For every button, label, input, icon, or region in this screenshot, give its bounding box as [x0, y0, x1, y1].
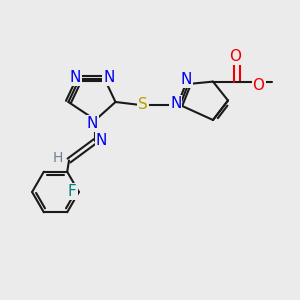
Text: N: N — [87, 116, 98, 131]
Text: F: F — [68, 184, 77, 199]
Text: N: N — [170, 96, 182, 111]
Text: H: H — [52, 151, 63, 164]
Text: S: S — [138, 97, 148, 112]
Text: N: N — [180, 72, 192, 87]
Text: O: O — [253, 78, 265, 93]
Text: N: N — [69, 70, 81, 85]
Text: O: O — [230, 49, 242, 64]
Text: N: N — [96, 133, 107, 148]
Text: N: N — [103, 70, 115, 85]
